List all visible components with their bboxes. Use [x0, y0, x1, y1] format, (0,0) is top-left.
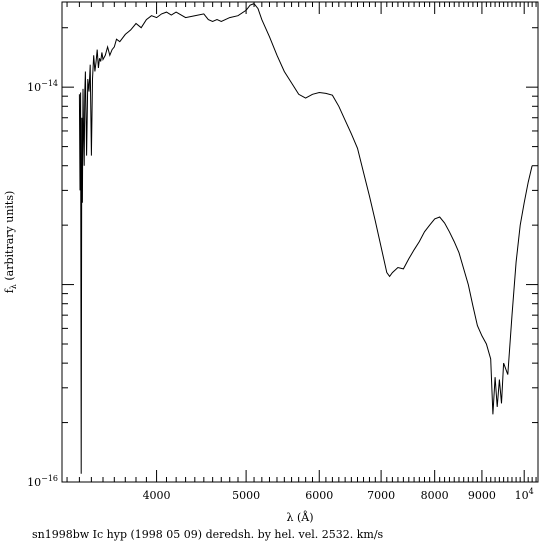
- spectrum-line: [78, 2, 533, 474]
- y-axis-title: fλ (arbitrary units): [3, 191, 18, 294]
- y-tick-label: 10−16: [27, 474, 58, 489]
- chart-caption: sn1998bw Ic hyp (1998 05 09) deredsh. by…: [32, 528, 384, 541]
- x-axis-title: λ (Å): [287, 510, 314, 524]
- y-axis-title-sub: λ: [9, 284, 18, 289]
- x-tick-label: 104: [515, 487, 534, 502]
- y-axis-title-rest: (arbitrary units): [3, 191, 16, 284]
- x-tick-label: 8000: [421, 489, 449, 502]
- x-tick-label: 6000: [305, 489, 333, 502]
- plot-frame: [61, 1, 539, 483]
- x-tick-label: 4000: [143, 489, 171, 502]
- ticks: [62, 2, 538, 483]
- x-tick-label: 9000: [468, 489, 496, 502]
- tick-labels: 4000 5000 6000 7000 8000 9000 104 10−14 10−16: [27, 79, 534, 502]
- x-tick-label: 7000: [367, 489, 395, 502]
- x-tick-label: 5000: [232, 489, 260, 502]
- y-tick-label: 10−14: [27, 79, 58, 94]
- y-axis-title-main: f: [3, 288, 16, 293]
